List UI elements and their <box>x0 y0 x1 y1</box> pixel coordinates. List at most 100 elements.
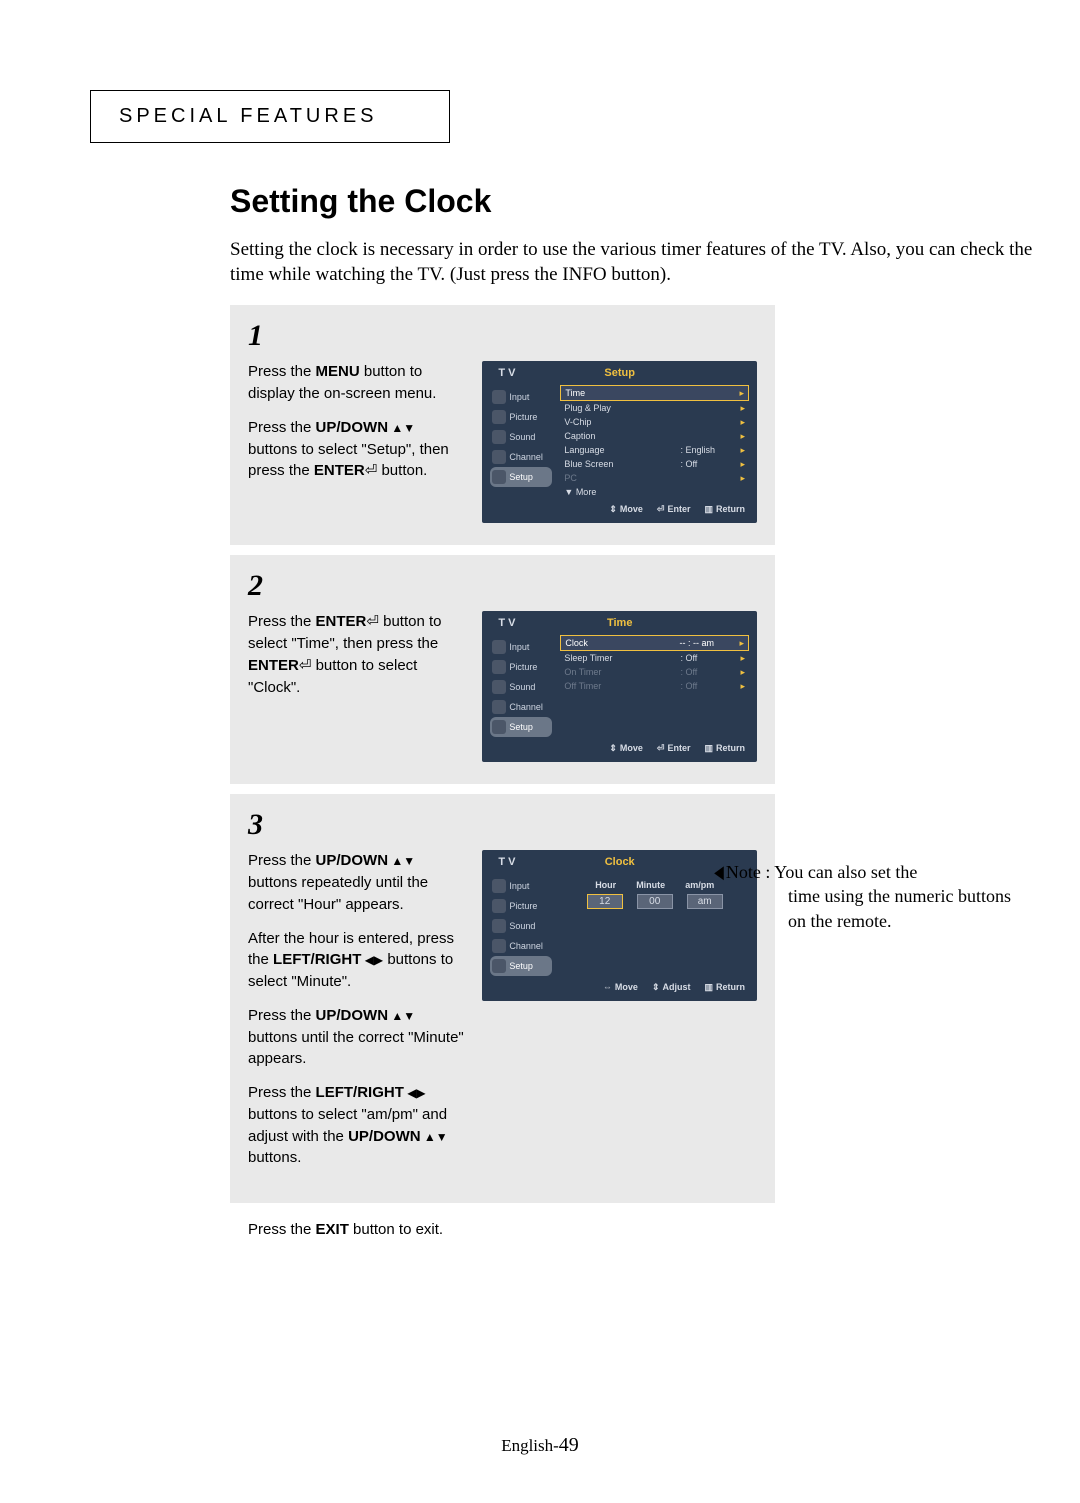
clock-minute: 00 <box>637 894 673 909</box>
page-number: English-49 <box>501 1434 579 1457</box>
tv-body: Input Picture Sound Channel Setup Clock-… <box>490 635 749 737</box>
step-3-p3: Press the UP/DOWN ▲▼ buttons until the c… <box>248 1005 468 1070</box>
menu-item: Off Timer: Off▸ <box>560 679 749 693</box>
step-1-text: Press the MENU button to display the on-… <box>248 361 468 494</box>
tab-setup: Setup <box>490 467 552 487</box>
step-3: 3 Press the UP/DOWN ▲▼ buttons repeatedl… <box>230 794 775 1203</box>
menu-item-clock: Clock-- : -- am▸ <box>560 635 749 651</box>
tv-content: Clock-- : -- am▸ Sleep Timer: Off▸ On Ti… <box>552 635 749 737</box>
step-row: Press the MENU button to display the on-… <box>248 361 757 523</box>
menu-item-time: Time▸ <box>560 385 749 401</box>
step-3-p4: Press the LEFT/RIGHT ◀▶ buttons to selec… <box>248 1082 468 1169</box>
channel-icon <box>492 700 506 714</box>
tab-sound: Sound <box>490 916 552 936</box>
step-3-p2: After the hour is entered, press the LEF… <box>248 928 468 993</box>
tv-screen-title: Setup <box>604 367 635 379</box>
col-minute: Minute <box>636 880 665 890</box>
step-number: 2 <box>248 569 757 603</box>
col-ampm: am/pm <box>685 880 714 890</box>
menu-more: ▼ More <box>560 485 749 498</box>
intro-text: Setting the clock is necessary in order … <box>230 238 1040 287</box>
menu-item: On Timer: Off▸ <box>560 665 749 679</box>
step-row: Press the UP/DOWN ▲▼ buttons repeatedly … <box>248 850 757 1181</box>
exit-instruction: Press the EXIT button to exit. <box>248 1221 1040 1238</box>
tab-picture: Picture <box>490 407 552 427</box>
tab-input: Input <box>490 637 552 657</box>
footer-return: Return <box>704 504 745 515</box>
tab-input: Input <box>490 876 552 896</box>
step-2-text: Press the ENTER⏎ button to select "Time"… <box>248 611 468 710</box>
section-header-text: SPECIAL FEATURES <box>119 105 378 127</box>
step-1-p2: Press the UP/DOWN ▲▼ buttons to select "… <box>248 417 468 482</box>
channel-icon <box>492 450 506 464</box>
tab-picture: Picture <box>490 657 552 677</box>
input-icon <box>492 879 506 893</box>
footer-return: Return <box>704 982 745 993</box>
footer-return: Return <box>704 743 745 754</box>
tv-screen-setup: T V Setup Input Picture Sound Channel Se… <box>482 361 757 523</box>
tab-input: Input <box>490 387 552 407</box>
note-arrow-icon: ◀ <box>714 860 724 884</box>
step-3-p1: Press the UP/DOWN ▲▼ buttons repeatedly … <box>248 850 468 915</box>
col-hour: Hour <box>595 880 616 890</box>
step-number: 3 <box>248 808 757 842</box>
tv-footer: Move Enter Return <box>490 498 749 517</box>
tv-label: T V <box>498 856 515 868</box>
tv-header: T V Time <box>490 617 749 629</box>
tv-body: Input Picture Sound Channel Setup Time▸ … <box>490 385 749 498</box>
setup-icon <box>492 959 506 973</box>
sound-icon <box>492 680 506 694</box>
footer-adjust: Adjust <box>652 982 691 993</box>
menu-item: Blue Screen: Off▸ <box>560 457 749 471</box>
footer-move: Move <box>609 743 643 754</box>
note-text1: You can also set the <box>774 862 917 882</box>
tv-screen-title: Time <box>607 617 632 629</box>
tv-footer: Move Enter Return <box>490 737 749 756</box>
clock-hour: 12 <box>587 894 623 909</box>
picture-icon <box>492 660 506 674</box>
page-title: Setting the Clock <box>230 183 1040 220</box>
tv-content: Time▸ Plug & Play▸ V-Chip▸ Caption▸ Lang… <box>552 385 749 498</box>
tab-sound: Sound <box>490 677 552 697</box>
menu-item: Language: English▸ <box>560 443 749 457</box>
menu-item: V-Chip▸ <box>560 415 749 429</box>
setup-icon <box>492 470 506 484</box>
menu-item: Sleep Timer: Off▸ <box>560 651 749 665</box>
section-header: SPECIAL FEATURES <box>90 90 450 143</box>
tv-header: T V Clock <box>490 856 749 868</box>
tab-sound: Sound <box>490 427 552 447</box>
picture-icon <box>492 410 506 424</box>
step-row: Press the ENTER⏎ button to select "Time"… <box>248 611 757 762</box>
menu-item: Caption▸ <box>560 429 749 443</box>
footer-enter: Enter <box>657 743 691 754</box>
input-icon <box>492 640 506 654</box>
tab-setup: Setup <box>490 717 552 737</box>
tv-label: T V <box>498 617 515 629</box>
tv-footer: Move Adjust Return <box>490 976 749 995</box>
sound-icon <box>492 919 506 933</box>
side-note: ◀ Note : You can also set the time using… <box>712 860 1012 933</box>
sound-icon <box>492 430 506 444</box>
footer-move: Move <box>603 982 638 993</box>
tab-channel: Channel <box>490 697 552 717</box>
page-container: SPECIAL FEATURES Setting the Clock Setti… <box>0 0 1080 1503</box>
step-1: 1 Press the MENU button to display the o… <box>230 305 775 545</box>
tv-screen-title: Clock <box>605 856 635 868</box>
tv-sidebar: Input Picture Sound Channel Setup <box>490 874 552 976</box>
menu-item: Plug & Play▸ <box>560 401 749 415</box>
step-2-p1: Press the ENTER⏎ button to select "Time"… <box>248 611 468 698</box>
tab-setup: Setup <box>490 956 552 976</box>
step-2: 2 Press the ENTER⏎ button to select "Tim… <box>230 555 775 784</box>
note-text2: time using the numeric buttons on the re… <box>712 884 1012 933</box>
picture-icon <box>492 899 506 913</box>
tab-picture: Picture <box>490 896 552 916</box>
channel-icon <box>492 939 506 953</box>
menu-item: PC▸ <box>560 471 749 485</box>
tv-header: T V Setup <box>490 367 749 379</box>
setup-icon <box>492 720 506 734</box>
step-number: 1 <box>248 319 757 353</box>
tv-sidebar: Input Picture Sound Channel Setup <box>490 635 552 737</box>
tv-screen-time: T V Time Input Picture Sound Channel Set… <box>482 611 757 762</box>
tv-label: T V <box>498 367 515 379</box>
step-3-text: Press the UP/DOWN ▲▼ buttons repeatedly … <box>248 850 468 1181</box>
